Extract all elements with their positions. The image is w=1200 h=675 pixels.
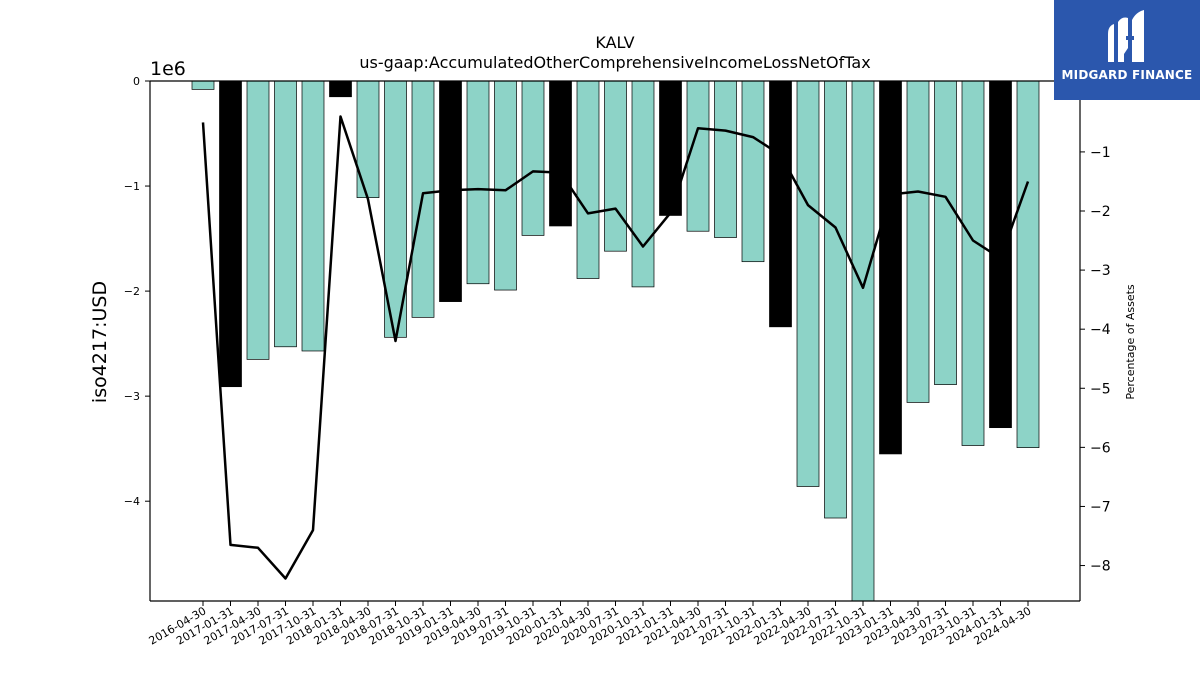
bar-2019-04-30 xyxy=(466,80,490,285)
y-tick-label: −4 xyxy=(124,495,140,508)
bar-2023-01-31 xyxy=(879,80,902,455)
bar-2023-04-30 xyxy=(906,80,930,403)
bar-2021-01-31 xyxy=(659,80,682,216)
bar-2016-04-30 xyxy=(191,80,215,90)
chart-title: KALV xyxy=(595,33,634,52)
bar-2017-10-31 xyxy=(301,80,325,352)
y-tick-label: 0 xyxy=(133,75,140,88)
bar-2018-04-30 xyxy=(356,80,380,198)
y-tick-label: −2 xyxy=(124,285,140,298)
bar-2018-01-31 xyxy=(329,80,352,98)
y-offset-label: 1e6 xyxy=(150,58,186,80)
line-layer xyxy=(201,115,1030,580)
bar-2019-10-31 xyxy=(521,80,545,236)
bar-2020-04-30 xyxy=(576,80,600,279)
bars-group xyxy=(191,80,1040,602)
y-right-tick-label: −8 xyxy=(1090,559,1111,575)
y-right-tick-label: −1 xyxy=(1090,145,1111,161)
bar-2023-10-31 xyxy=(961,80,985,446)
y-axis-label: iso4217:USD xyxy=(89,281,111,403)
bar-2017-04-30 xyxy=(246,80,270,360)
bar-2021-07-31 xyxy=(714,80,737,238)
bar-2021-10-31 xyxy=(741,80,765,263)
midgard-m-logo-icon xyxy=(1108,10,1144,62)
brand-name: MIDGARD FINANCE xyxy=(1061,68,1193,82)
y-right-tick-label: −5 xyxy=(1090,381,1111,397)
bar-2017-01-31 xyxy=(219,80,242,388)
bar-2020-01-31 xyxy=(549,80,572,227)
y-right-tick-label: −4 xyxy=(1090,322,1111,338)
bar-2022-10-31 xyxy=(851,80,875,602)
bar-2022-01-31 xyxy=(769,80,792,328)
bar-2020-10-31 xyxy=(631,80,655,288)
bar-2017-07-31 xyxy=(274,80,297,348)
y-right-tick-label: −6 xyxy=(1090,440,1111,456)
bar-2022-04-30 xyxy=(796,80,820,487)
chart-subtitle: us-gaap:AccumulatedOtherComprehensiveInc… xyxy=(359,53,870,72)
y-tick-label: −1 xyxy=(124,180,140,193)
bar-2022-07-31 xyxy=(824,80,847,519)
y-right-tick-label: −3 xyxy=(1090,263,1111,279)
y-tick-label: −3 xyxy=(124,390,140,403)
y-right-tick-label: −2 xyxy=(1090,204,1111,220)
brand-logo: MIDGARD FINANCE xyxy=(1054,0,1200,100)
y-right-tick-label: −7 xyxy=(1090,499,1111,515)
bar-2023-07-31 xyxy=(934,80,957,385)
bar-2021-04-30 xyxy=(686,80,710,232)
bar-2024-04-30 xyxy=(1016,80,1040,448)
bar-2020-07-31 xyxy=(604,80,627,252)
percentage-line xyxy=(201,115,1030,580)
y-axis-right-label: Percentage of Assets xyxy=(1124,284,1137,400)
